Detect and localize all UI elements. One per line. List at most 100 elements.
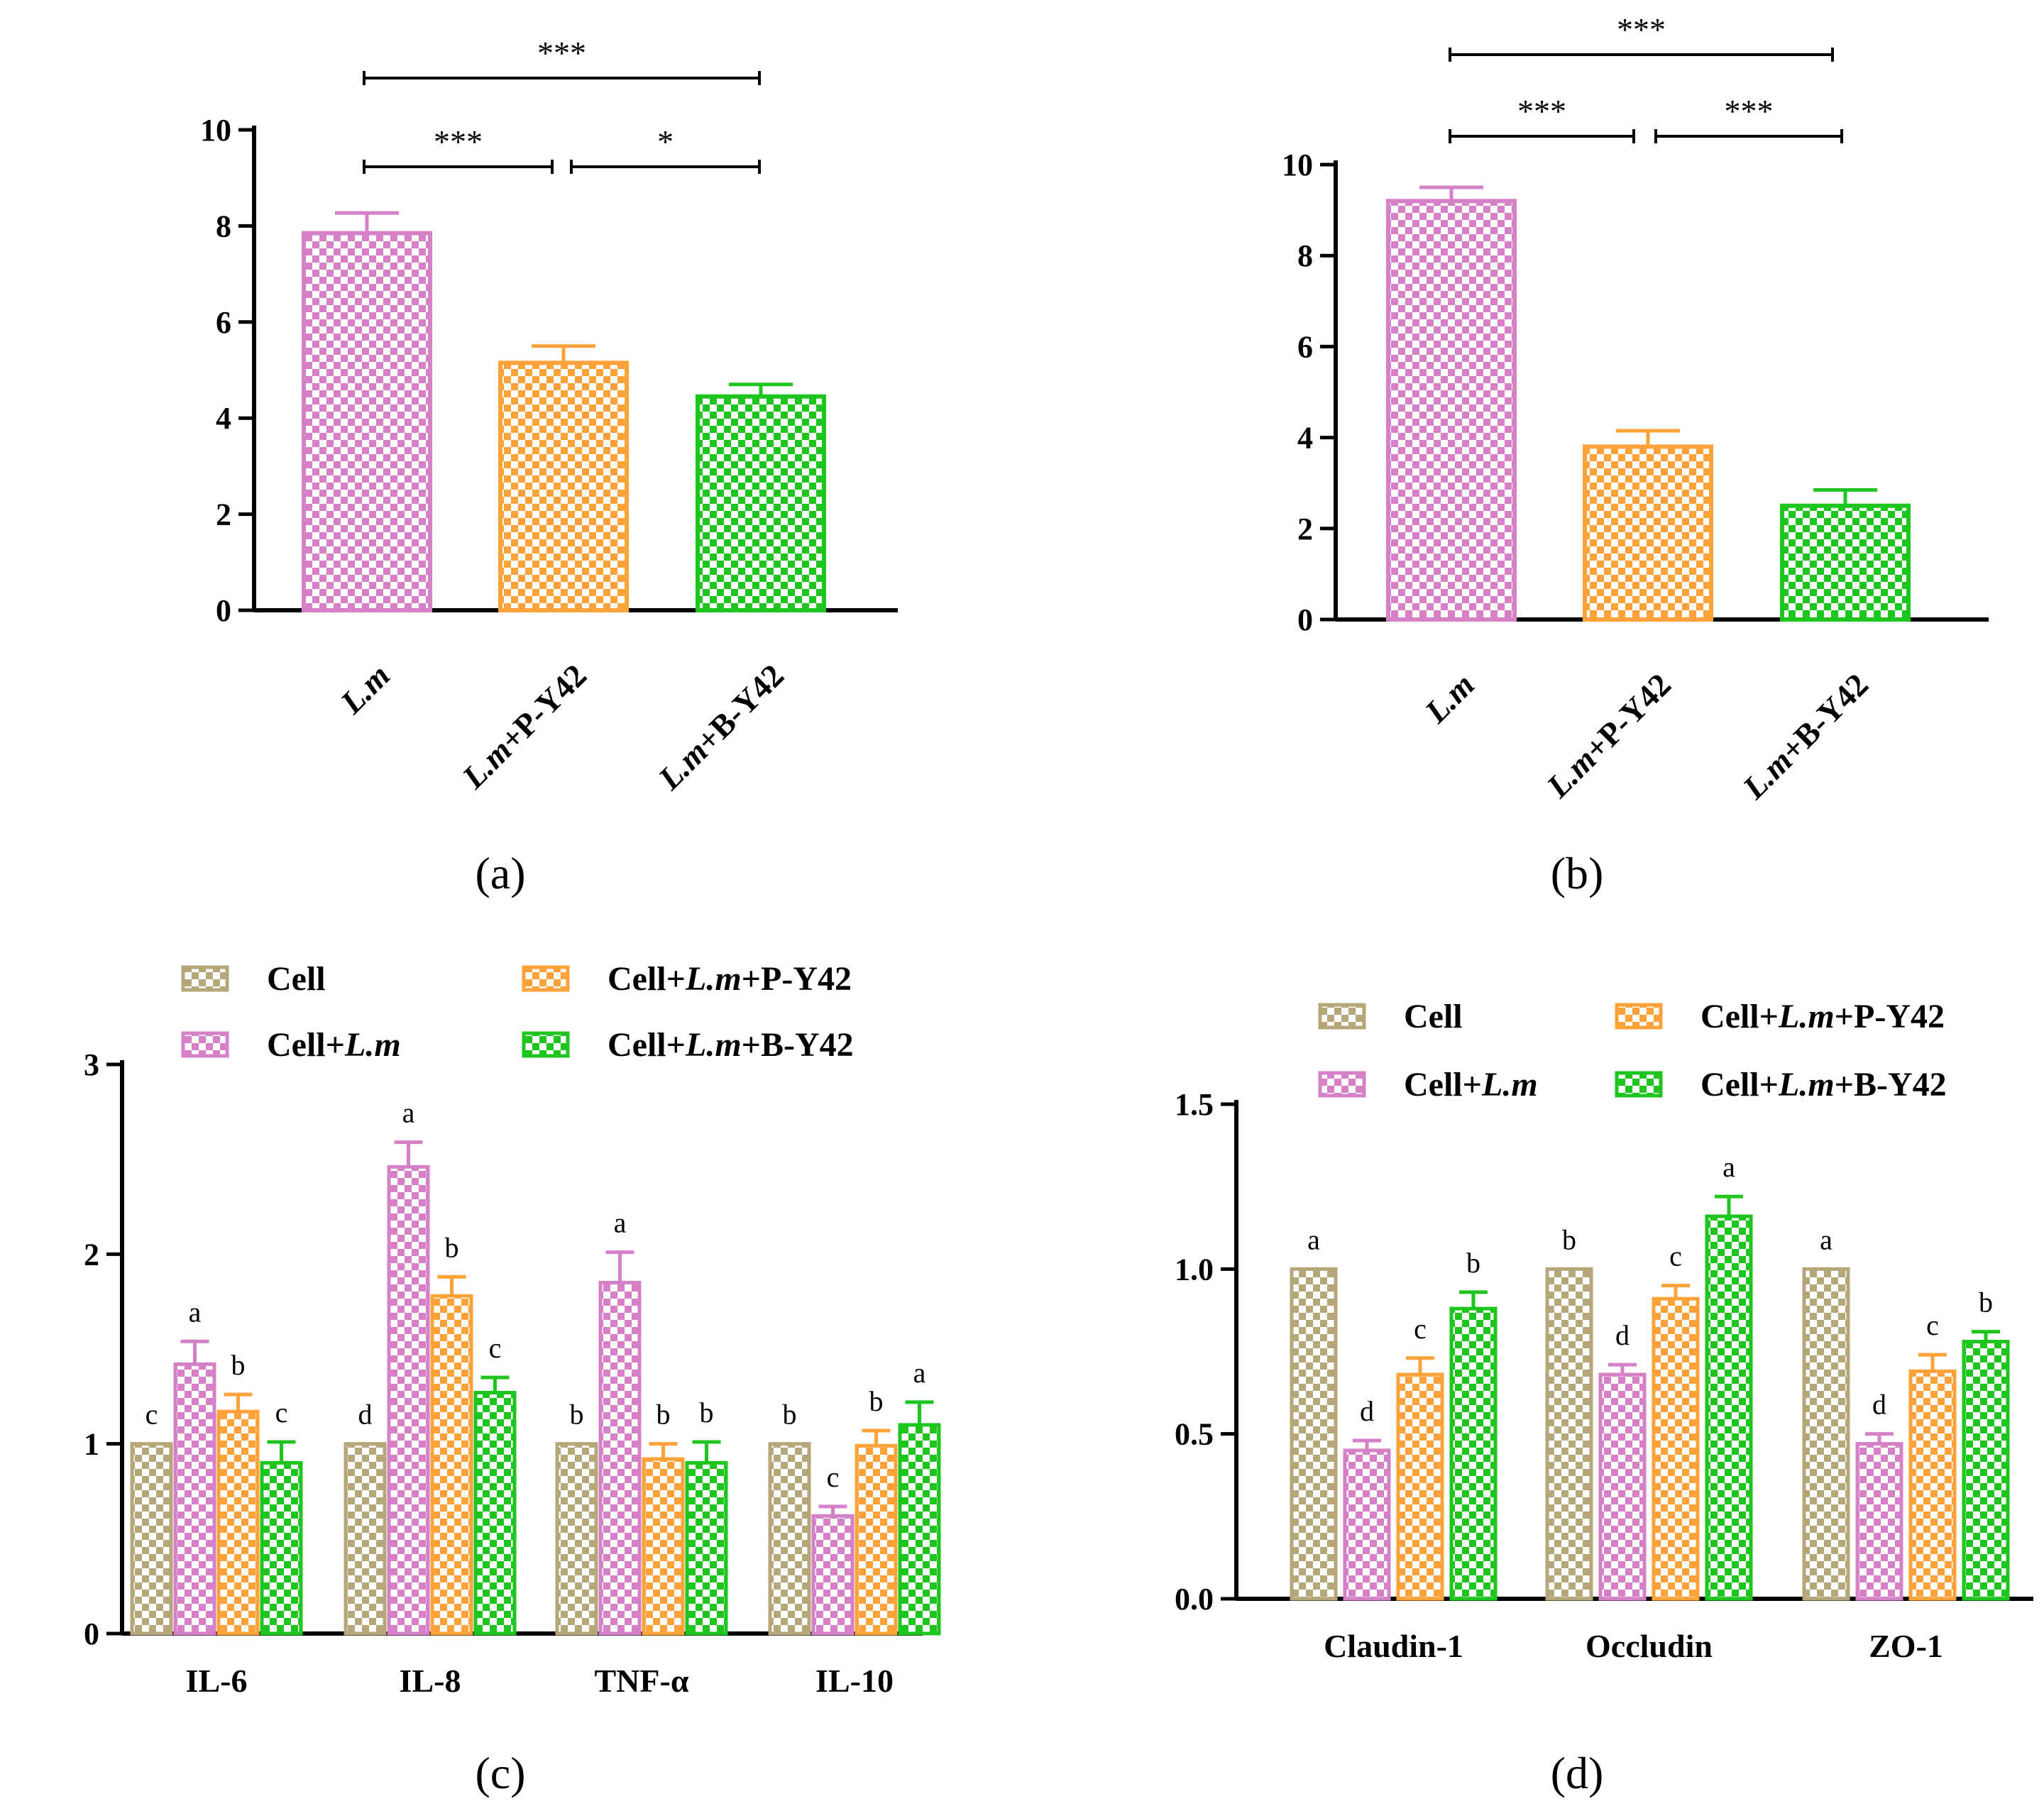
significance-letter: b	[656, 1399, 671, 1431]
significance-letter: b	[869, 1385, 884, 1417]
y-tick-label: 1	[84, 1427, 99, 1462]
significance-letter: d	[1872, 1389, 1886, 1421]
y-tick-label: 1.0	[1175, 1252, 1214, 1287]
bar-py42	[1583, 444, 1713, 622]
x-category-label: L.m+B-Y42	[1735, 666, 1875, 806]
panel-caption: (a)	[475, 848, 525, 898]
bar-by42	[898, 1423, 941, 1636]
significance-label: *	[657, 123, 674, 160]
y-tick-label: 3	[84, 1047, 99, 1082]
bar-cell	[1290, 1267, 1338, 1601]
y-tick-label: 4	[1297, 421, 1313, 456]
y-tick-label: 2	[1297, 512, 1313, 546]
bar-cell	[1545, 1267, 1593, 1601]
bar-cell	[555, 1442, 598, 1636]
y-tick-label: 0	[84, 1617, 99, 1651]
significance-letter: a	[913, 1357, 926, 1389]
bar-by42	[1780, 503, 1911, 622]
significance-letter: b	[570, 1399, 584, 1431]
legend-swatch	[181, 1031, 229, 1058]
legend-swatch	[1615, 1071, 1663, 1098]
significance-letter: c	[1669, 1240, 1682, 1272]
significance-letter: c	[145, 1399, 158, 1431]
x-category-label: ZO-1	[1869, 1628, 1943, 1664]
bar-cell	[1802, 1267, 1850, 1601]
significance-letter: d	[358, 1399, 373, 1431]
significance-letter: c	[275, 1397, 288, 1428]
bar-by42	[1449, 1306, 1498, 1601]
legend-label: Cell+L.m	[1404, 1066, 1538, 1103]
significance-label: ***	[1617, 11, 1666, 48]
x-category-label: L.m	[333, 657, 397, 721]
y-tick-label: 0	[216, 593, 231, 628]
significance-letter: b	[1466, 1247, 1480, 1279]
significance-letter: a	[614, 1207, 627, 1239]
significance-letter: b	[1979, 1287, 1993, 1318]
bar-py42	[1652, 1296, 1700, 1601]
y-tick-label: 4	[216, 401, 231, 436]
x-category-label: L.m	[1417, 666, 1481, 730]
legend-label: Cell	[267, 960, 326, 998]
significance-letter: b	[445, 1231, 459, 1263]
legend-swatch	[522, 1031, 570, 1058]
y-tick-label: 8	[1297, 238, 1313, 273]
x-category-label: IL-8	[400, 1663, 461, 1699]
x-category-label: IL-6	[186, 1663, 248, 1699]
x-category-label: L.m+P-Y42	[455, 657, 593, 795]
bar-by42	[685, 1460, 728, 1636]
x-category-label: IL-10	[815, 1663, 894, 1699]
bar-cell	[130, 1442, 173, 1636]
bar-lm	[598, 1280, 642, 1636]
y-tick-label: 2	[216, 497, 231, 532]
bar-lm	[302, 231, 432, 612]
panel-b-invasive-chart: 0 2 4 6 8 10 L.m L.m+P-Y42 L.m+B-Y42 *** *** *** (b)	[1282, 11, 1989, 898]
legend-label: Cell+L.m+B-Y42	[608, 1026, 854, 1064]
significance-letter: a	[402, 1097, 415, 1129]
significance-letter: b	[783, 1399, 797, 1431]
bar-lm	[811, 1514, 855, 1636]
legend-label: Cell+L.m	[267, 1026, 401, 1064]
bar-py42	[1396, 1372, 1444, 1601]
significance-letter: b	[700, 1397, 714, 1428]
y-tick-label: 6	[216, 305, 231, 340]
panel-d-tight-junction-chart: 0.0 0.5 1.0 1.5 a b a d d d c c c b a b Claudin-1 Occludi…	[1175, 998, 2033, 1798]
legend-label: Cell+L.m+P-Y42	[608, 960, 852, 998]
bar-py42	[1908, 1369, 1957, 1601]
bar-by42	[1962, 1340, 2010, 1601]
panel-caption: (c)	[475, 1748, 525, 1798]
legend-swatch	[1318, 1071, 1366, 1098]
significance-letter: c	[827, 1461, 840, 1493]
bar-cell	[344, 1442, 387, 1636]
significance-label: ***	[434, 123, 483, 160]
legend-label: Cell+L.m+P-Y42	[1700, 998, 1945, 1035]
panel-caption: (b)	[1551, 848, 1604, 898]
legend-label: Cell+L.m+B-Y42	[1700, 1066, 1947, 1103]
significance-letter: a	[1820, 1223, 1833, 1255]
bar-py42	[642, 1457, 685, 1636]
x-category-label: L.m+P-Y42	[1539, 666, 1678, 805]
bar-by42	[696, 394, 826, 612]
bar-lm	[1386, 199, 1517, 622]
y-tick-label: 10	[1282, 148, 1313, 182]
legend-swatch	[181, 965, 229, 992]
significance-label: ***	[537, 35, 586, 71]
y-tick-label: 2	[84, 1237, 99, 1272]
bar-lm	[1598, 1372, 1647, 1601]
significance-letter: a	[189, 1296, 202, 1328]
significance-letter: d	[1615, 1319, 1630, 1351]
y-tick-label: 6	[1297, 329, 1313, 364]
significance-letter: c	[489, 1332, 502, 1364]
significance-letter: d	[1360, 1395, 1374, 1427]
bar-py42	[855, 1443, 898, 1636]
bar-by42	[1705, 1214, 1753, 1601]
legend-swatch	[522, 965, 570, 992]
legend-label: Cell	[1404, 998, 1463, 1035]
significance-letter: b	[231, 1349, 246, 1381]
significance-letter: b	[1562, 1223, 1576, 1255]
legend-swatch	[1615, 1003, 1663, 1030]
bar-py42	[216, 1409, 260, 1636]
y-tick-label: 0	[1297, 602, 1313, 637]
significance-letter: c	[1414, 1313, 1427, 1345]
